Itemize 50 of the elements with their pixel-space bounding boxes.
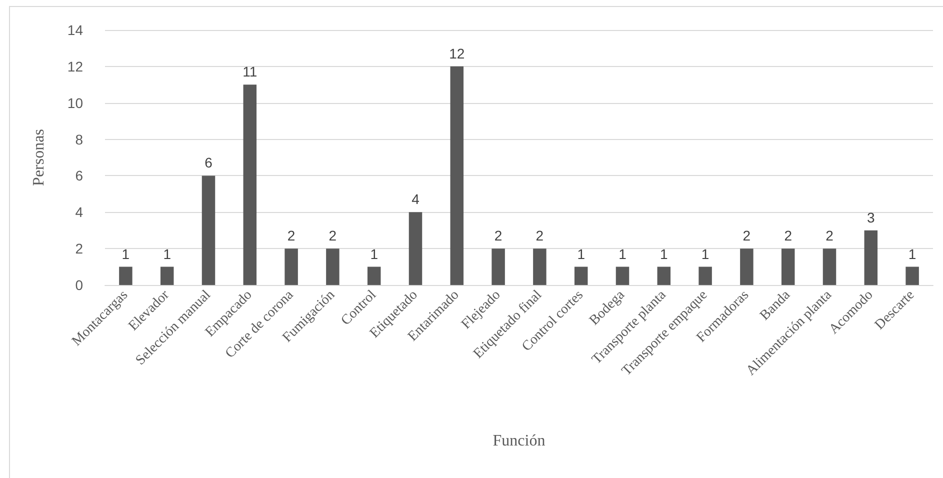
bar <box>698 266 712 285</box>
y-tick-label: 14 <box>67 22 84 38</box>
bar <box>450 66 464 285</box>
bar <box>284 248 298 285</box>
y-tick-label: 6 <box>75 168 84 184</box>
data-label: 2 <box>784 228 792 244</box>
bar <box>326 248 340 285</box>
y-tick-label: 4 <box>75 204 84 220</box>
bar <box>202 176 216 285</box>
data-label: 2 <box>742 228 751 244</box>
data-label: 2 <box>494 228 502 244</box>
y-tick-label: 2 <box>75 240 84 257</box>
bar <box>822 248 836 285</box>
bar <box>906 266 919 285</box>
data-label: 1 <box>122 246 130 262</box>
bar <box>574 266 588 285</box>
bar <box>533 248 546 285</box>
data-label: 2 <box>328 228 337 244</box>
bar <box>119 266 132 285</box>
x-axis-title: Función <box>492 432 546 450</box>
y-tick-label: 12 <box>67 58 84 74</box>
data-label: 1 <box>660 246 668 262</box>
y-tick-label: 0 <box>75 277 84 293</box>
bar <box>740 248 754 285</box>
bar <box>492 248 505 285</box>
bar <box>781 248 795 285</box>
data-label: 1 <box>618 246 627 262</box>
data-label: 6 <box>204 154 213 171</box>
data-label: 1 <box>163 246 172 262</box>
data-label: 11 <box>242 64 258 80</box>
bar <box>367 266 381 285</box>
bar <box>408 212 422 285</box>
data-label: 1 <box>908 246 916 262</box>
data-label: 2 <box>826 228 834 244</box>
data-label: 3 <box>867 209 875 226</box>
bar <box>657 266 671 285</box>
data-label: 12 <box>449 45 465 62</box>
data-label: 2 <box>287 228 296 244</box>
y-tick-label: 8 <box>75 131 84 148</box>
bar <box>243 84 257 285</box>
bar <box>616 266 630 285</box>
y-tick-label: 10 <box>67 94 84 111</box>
data-label: 1 <box>370 246 378 262</box>
y-axis-title: Personas <box>30 129 48 186</box>
data-label: 1 <box>701 246 710 262</box>
data-label: 4 <box>412 191 420 208</box>
data-label: 1 <box>577 246 586 262</box>
data-label: 2 <box>536 228 544 244</box>
bar <box>160 266 174 285</box>
bar <box>864 230 878 285</box>
